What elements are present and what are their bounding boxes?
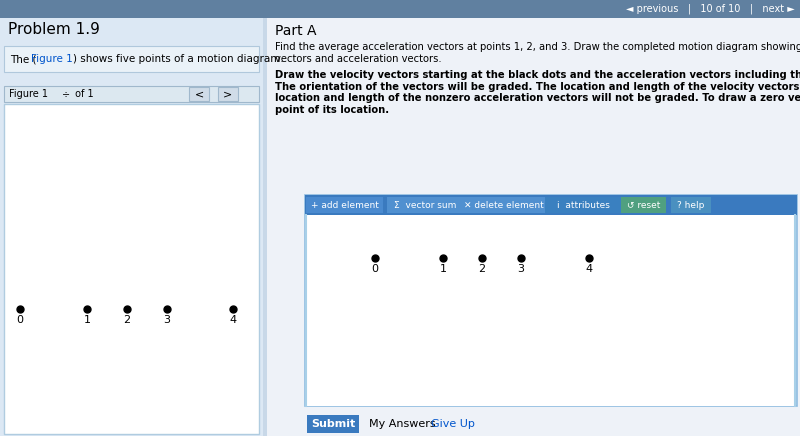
FancyBboxPatch shape	[457, 197, 550, 213]
Text: 1: 1	[439, 264, 446, 274]
Text: <: <	[194, 89, 204, 99]
Text: ◄ previous   |   10 of 10   |   next ►: ◄ previous | 10 of 10 | next ►	[626, 4, 795, 14]
Text: Submit: Submit	[311, 419, 355, 429]
FancyBboxPatch shape	[306, 197, 383, 213]
FancyBboxPatch shape	[189, 87, 209, 101]
Text: Part A: Part A	[275, 24, 317, 38]
FancyBboxPatch shape	[4, 46, 259, 72]
Text: My Answers: My Answers	[369, 419, 436, 429]
Text: 0: 0	[17, 315, 23, 324]
Text: Figure 1: Figure 1	[31, 54, 73, 64]
Text: 4: 4	[586, 264, 593, 274]
Text: Draw the velocity vectors starting at the black dots and the acceleration vector: Draw the velocity vectors starting at th…	[275, 70, 800, 115]
Text: ? help: ? help	[678, 201, 705, 210]
Text: Give Up: Give Up	[431, 419, 475, 429]
Text: 3: 3	[163, 315, 170, 324]
FancyBboxPatch shape	[267, 18, 800, 436]
FancyBboxPatch shape	[305, 195, 797, 406]
FancyBboxPatch shape	[305, 195, 797, 215]
FancyBboxPatch shape	[307, 415, 359, 433]
FancyBboxPatch shape	[4, 86, 259, 102]
Text: 3: 3	[518, 264, 525, 274]
FancyBboxPatch shape	[671, 197, 710, 213]
FancyBboxPatch shape	[0, 18, 263, 436]
FancyBboxPatch shape	[218, 87, 238, 101]
Text: Σ  vector sum: Σ vector sum	[394, 201, 457, 210]
Text: + add element: + add element	[310, 201, 378, 210]
FancyBboxPatch shape	[306, 215, 796, 406]
Text: 2: 2	[123, 315, 130, 324]
Text: 4: 4	[230, 315, 237, 324]
Text: ↺ reset: ↺ reset	[627, 201, 660, 210]
Text: The (: The (	[10, 54, 37, 64]
FancyBboxPatch shape	[4, 104, 259, 434]
Text: Figure 1: Figure 1	[9, 89, 48, 99]
Text: ÷: ÷	[62, 89, 70, 99]
FancyBboxPatch shape	[621, 197, 666, 213]
FancyBboxPatch shape	[0, 0, 800, 18]
Text: of 1: of 1	[72, 89, 94, 99]
Text: i  attributes: i attributes	[557, 201, 610, 210]
Text: Find the average acceleration vectors at points 1, 2, and 3. Draw the completed : Find the average acceleration vectors at…	[275, 42, 800, 64]
FancyBboxPatch shape	[545, 197, 622, 213]
Text: 1: 1	[83, 315, 90, 324]
Text: ✕ delete element: ✕ delete element	[463, 201, 543, 210]
Text: >: >	[223, 89, 233, 99]
Text: Problem 1.9: Problem 1.9	[8, 22, 100, 37]
Text: 0: 0	[371, 264, 378, 274]
Text: ) shows five points of a motion diagram.: ) shows five points of a motion diagram.	[73, 54, 284, 64]
Text: 2: 2	[478, 264, 486, 274]
FancyBboxPatch shape	[387, 197, 464, 213]
